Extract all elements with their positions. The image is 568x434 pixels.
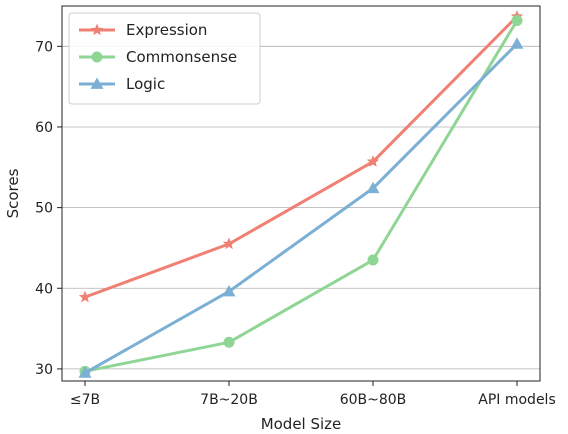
- data-point-expression: [366, 155, 380, 167]
- legend-marker-triangle: [90, 77, 104, 89]
- legend-item-logic: Logic: [79, 75, 165, 93]
- legend-label: Logic: [126, 75, 165, 93]
- series-line-expression: [84, 15, 519, 299]
- legend: Expression Commonsense Logic: [68, 12, 261, 105]
- x-tick-label: 7B~20B: [200, 392, 258, 408]
- data-point-logic: [78, 366, 92, 378]
- series-line-commonsense: [84, 19, 519, 373]
- data-point-commonsense: [223, 336, 235, 348]
- series-lines: [78, 9, 524, 378]
- x-tick-label: 60B~80B: [340, 392, 407, 408]
- y-tick-label: 50: [35, 201, 53, 217]
- y-tick-label: 70: [35, 39, 53, 55]
- data-point-expression: [78, 290, 92, 303]
- y-tick-label: 60: [35, 120, 53, 136]
- x-tick-label: ≤7B: [70, 392, 100, 408]
- legend-marker-star: [90, 23, 104, 36]
- data-point-expression: [222, 237, 236, 250]
- legend-box: [68, 12, 261, 105]
- series-commonsense: [79, 15, 523, 377]
- data-point-logic: [366, 181, 380, 194]
- series-logic: [78, 37, 524, 378]
- x-tick-label: API models: [478, 392, 556, 408]
- legend-label: Commonsense: [126, 48, 237, 66]
- x-axis-title: Model Size: [261, 415, 342, 433]
- data-point-logic: [510, 37, 524, 49]
- data-point-logic: [222, 284, 236, 297]
- legend-marker-circle: [91, 51, 103, 63]
- data-point-commonsense: [367, 254, 379, 266]
- series-line-logic: [84, 42, 519, 375]
- legend-label: Expression: [126, 21, 207, 39]
- plot-area-frame: [61, 5, 541, 382]
- data-point-commonsense: [511, 15, 523, 27]
- legend-item-commonsense: Commonsense: [79, 48, 237, 66]
- y-axis-title: Scores: [4, 168, 22, 218]
- y-tick-label: 30: [35, 362, 53, 378]
- axes: 30 40 50 60 70 ≤7B 7B~20B 60B~80B API models: [35, 39, 556, 408]
- legend-item-expression: Expression: [79, 21, 207, 39]
- y-tick-label: 40: [35, 281, 53, 297]
